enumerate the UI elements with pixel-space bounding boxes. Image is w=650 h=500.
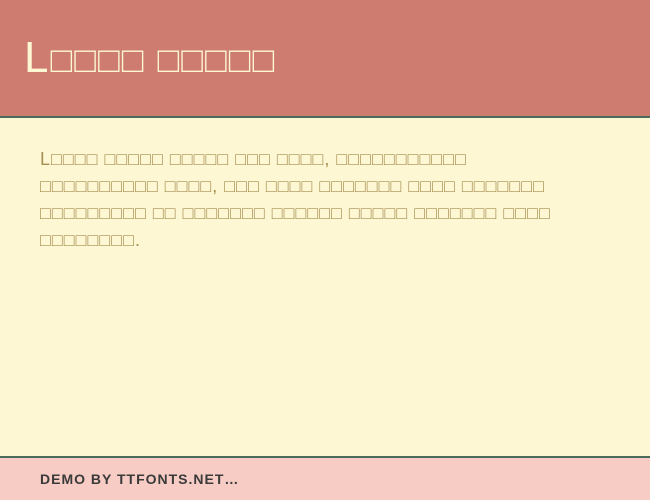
body-paragraph: L□□□□ □□□□□ □□□□□ □□□ □□□□, □□□□□□□□□□□ … [40,146,580,254]
body-rest: □□□□ □□□□□ □□□□□ □□□ □□□□, □□□□□□□□□□□ □… [40,149,551,250]
footer-text: DEMO BY TTFONTS.NET… [40,471,239,487]
body-first-letter: L [40,149,51,169]
title-first-letter: L [24,33,50,82]
body-area: L□□□□ □□□□□ □□□□□ □□□ □□□□, □□□□□□□□□□□ … [0,118,650,458]
footer-bar: DEMO BY TTFONTS.NET… [0,458,650,500]
header-bar: L□□□□ □□□□□ [0,0,650,118]
title-rest: □□□□ □□□□□ [50,39,276,80]
header-title: L□□□□ □□□□□ [24,33,276,83]
